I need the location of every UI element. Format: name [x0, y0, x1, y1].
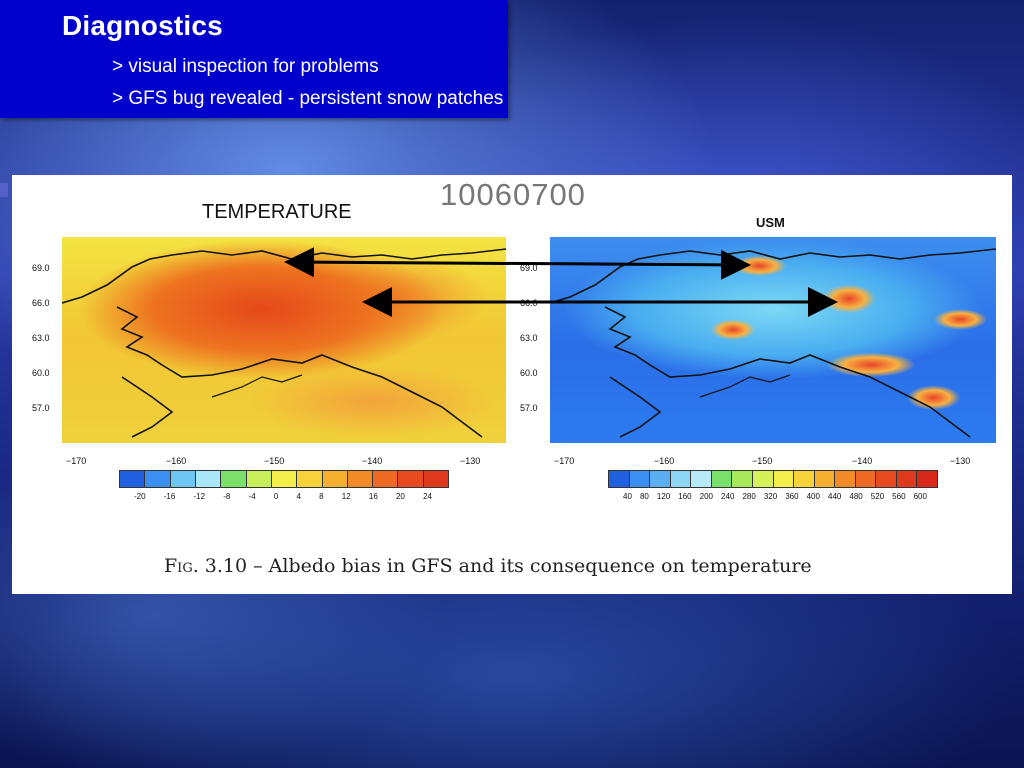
usm-colorbar-tick-label: 360 — [785, 492, 799, 501]
lon-label-right: −130 — [950, 456, 971, 466]
lon-label-right: −140 — [852, 456, 873, 466]
temperature-colorbar-tick-label: 8 — [319, 492, 324, 501]
temperature-colorbar-tick-label: -20 — [134, 492, 146, 501]
temperature-colorbar-tick-label: -8 — [223, 492, 231, 501]
figure-number: Fig. 3.10 — [164, 555, 248, 577]
usm-colorbar-ticks: 40 80 120 160 200 240 280 320 360 400 440 480 520 560… — [623, 492, 927, 504]
temperature-colorbar-swatch — [170, 471, 196, 487]
lon-label-left: −140 — [362, 456, 383, 466]
temperature-colorbar-swatch — [221, 471, 247, 487]
usm-colorbar-tick-label: 320 — [763, 492, 778, 501]
temperature-colorbar-swatch — [423, 471, 449, 487]
usm-colorbar-swatch — [876, 471, 897, 487]
temperature-colorbar-tick-label: -4 — [248, 492, 256, 501]
usm-colorbar-swatch — [855, 471, 877, 487]
temperature-colorbar-tick-label: 0 — [273, 492, 279, 501]
usm-colorbar-tick-label: 520 — [870, 492, 885, 501]
temperature-colorbar-swatch — [246, 471, 272, 487]
usm-colorbar-swatch — [917, 471, 937, 487]
alaska-outline-right — [550, 248, 996, 438]
caption-text: – Albedo bias in GFS and its consequence… — [247, 555, 812, 577]
usm-colorbar-tick-label: 400 — [806, 492, 820, 501]
usm-colorbar-swatch — [629, 471, 651, 487]
lat-label-left: 69.0 — [32, 263, 50, 273]
temperature-colorbar-tick-label: 24 — [423, 492, 432, 501]
usm-colorbar-tick-label: 120 — [656, 492, 671, 501]
usm-colorbar — [608, 470, 938, 488]
date-code: 10060700 — [440, 177, 586, 212]
lat-label-left: 66.0 — [32, 298, 50, 308]
temperature-colorbar-tick-label: -16 — [163, 492, 176, 501]
temperature-colorbar-swatch — [195, 471, 222, 487]
lat-label-right: 60.0 — [520, 368, 538, 378]
usm-colorbar-tick-label: 40 — [623, 492, 632, 501]
lat-label-left: 63.0 — [32, 333, 50, 343]
usm-colorbar-swatch — [896, 471, 918, 487]
usm-colorbar-tick-label: 280 — [742, 492, 756, 501]
slide-title-box: Diagnostics > visual inspection for prob… — [0, 0, 508, 118]
temperature-map-title: TEMPERATURE — [202, 201, 352, 223]
usm-colorbar-swatch — [794, 471, 815, 487]
temperature-colorbar-tick-label: 16 — [368, 492, 378, 501]
temperature-colorbar-ticks: -20 -16 -12 -8 -4 0 4 8 12 16 20 24 — [134, 492, 432, 504]
usm-colorbar-tick-label: 560 — [892, 492, 906, 501]
usm-colorbar-tick-label: 480 — [849, 492, 863, 501]
usm-colorbar-tick-label: 80 — [639, 492, 649, 501]
usm-colorbar-tick-label: 200 — [699, 492, 714, 501]
lat-label-left: 60.0 — [32, 368, 50, 378]
temperature-colorbar-tick-label: 4 — [296, 492, 301, 501]
lon-label-left: −150 — [264, 456, 285, 466]
slide-edge-marker — [0, 183, 8, 197]
figure-panel: 10060700 TEMPERATURE USM 69.0 66.0 63.0 … — [12, 175, 1012, 594]
figure-caption: Fig. 3.10 – Albedo bias in GFS and its c… — [164, 555, 812, 577]
temperature-colorbar-swatch — [373, 471, 399, 487]
usm-colorbar-swatch — [609, 471, 630, 487]
lat-label-right: 57.0 — [520, 403, 538, 413]
usm-colorbar-swatch — [835, 471, 856, 487]
lon-label-right: −160 — [654, 456, 675, 466]
lat-label-right: 69.0 — [520, 263, 538, 273]
lat-label-right: 66.0 — [520, 298, 538, 308]
usm-map-title: USM — [756, 215, 785, 230]
usm-colorbar-tick-label: 160 — [678, 492, 692, 501]
bullet-gfs-bug: > GFS bug revealed - persistent snow pat… — [112, 88, 504, 109]
temperature-colorbar-swatch — [297, 471, 323, 487]
usm-colorbar-swatch — [773, 471, 795, 487]
usm-colorbar-tick-label: 440 — [828, 492, 842, 501]
lon-label-right: −170 — [554, 456, 575, 466]
usm-map — [550, 237, 996, 443]
usm-colorbar-swatch — [752, 471, 774, 487]
usm-colorbar-swatch — [814, 471, 836, 487]
usm-colorbar-swatch — [732, 471, 753, 487]
temperature-colorbar-swatch — [145, 471, 171, 487]
lat-label-left: 57.0 — [32, 403, 50, 413]
temperature-map — [62, 237, 506, 443]
usm-colorbar-tick-label: 600 — [913, 492, 927, 501]
temperature-colorbar-swatch — [271, 471, 298, 487]
temperature-colorbar-swatch — [322, 471, 348, 487]
usm-colorbar-swatch — [670, 471, 692, 487]
lon-label-right: −150 — [752, 456, 773, 466]
slide-title: Diagnostics — [62, 10, 223, 41]
usm-colorbar-tick-label: 240 — [721, 492, 735, 501]
temperature-colorbar — [119, 470, 449, 488]
temperature-colorbar-swatch — [347, 471, 374, 487]
bullet-visual-inspection: > visual inspection for problems — [112, 56, 379, 77]
temperature-colorbar-tick-label: 12 — [341, 492, 351, 501]
lat-label-right: 63.0 — [520, 333, 538, 343]
usm-colorbar-swatch — [711, 471, 733, 487]
temperature-colorbar-swatch — [120, 471, 146, 487]
usm-colorbar-swatch — [650, 471, 671, 487]
alaska-outline-left — [62, 248, 506, 438]
temperature-colorbar-swatch — [398, 471, 424, 487]
lon-label-left: −130 — [460, 456, 481, 466]
usm-colorbar-swatch — [691, 471, 712, 487]
temperature-colorbar-tick-label: 20 — [395, 492, 405, 501]
temperature-colorbar-tick-label: -12 — [193, 492, 206, 501]
lon-label-left: −170 — [66, 456, 87, 466]
lon-label-left: −160 — [166, 456, 187, 466]
